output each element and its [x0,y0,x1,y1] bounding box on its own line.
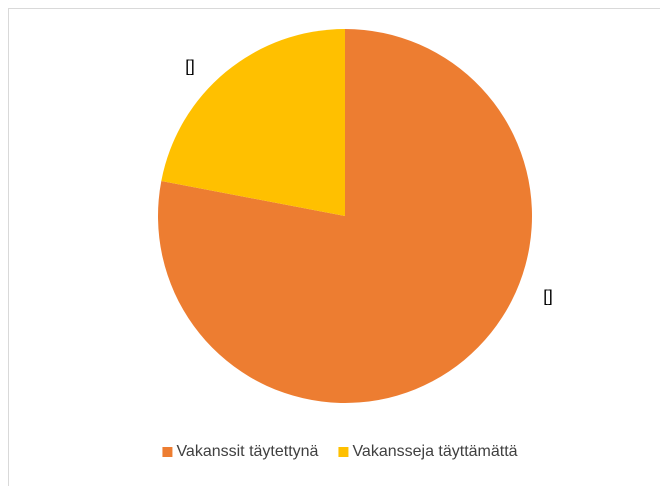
legend-label: Vakanssit täytettynä [176,443,318,460]
data-label: [] [185,56,194,75]
pie-slice [161,29,345,216]
legend-label: Vakansseja täyttämättä [352,443,517,460]
pie-slice [158,29,532,404]
data-label: [] [543,286,552,305]
legend-swatch [338,447,349,457]
legend-swatch [162,447,173,457]
